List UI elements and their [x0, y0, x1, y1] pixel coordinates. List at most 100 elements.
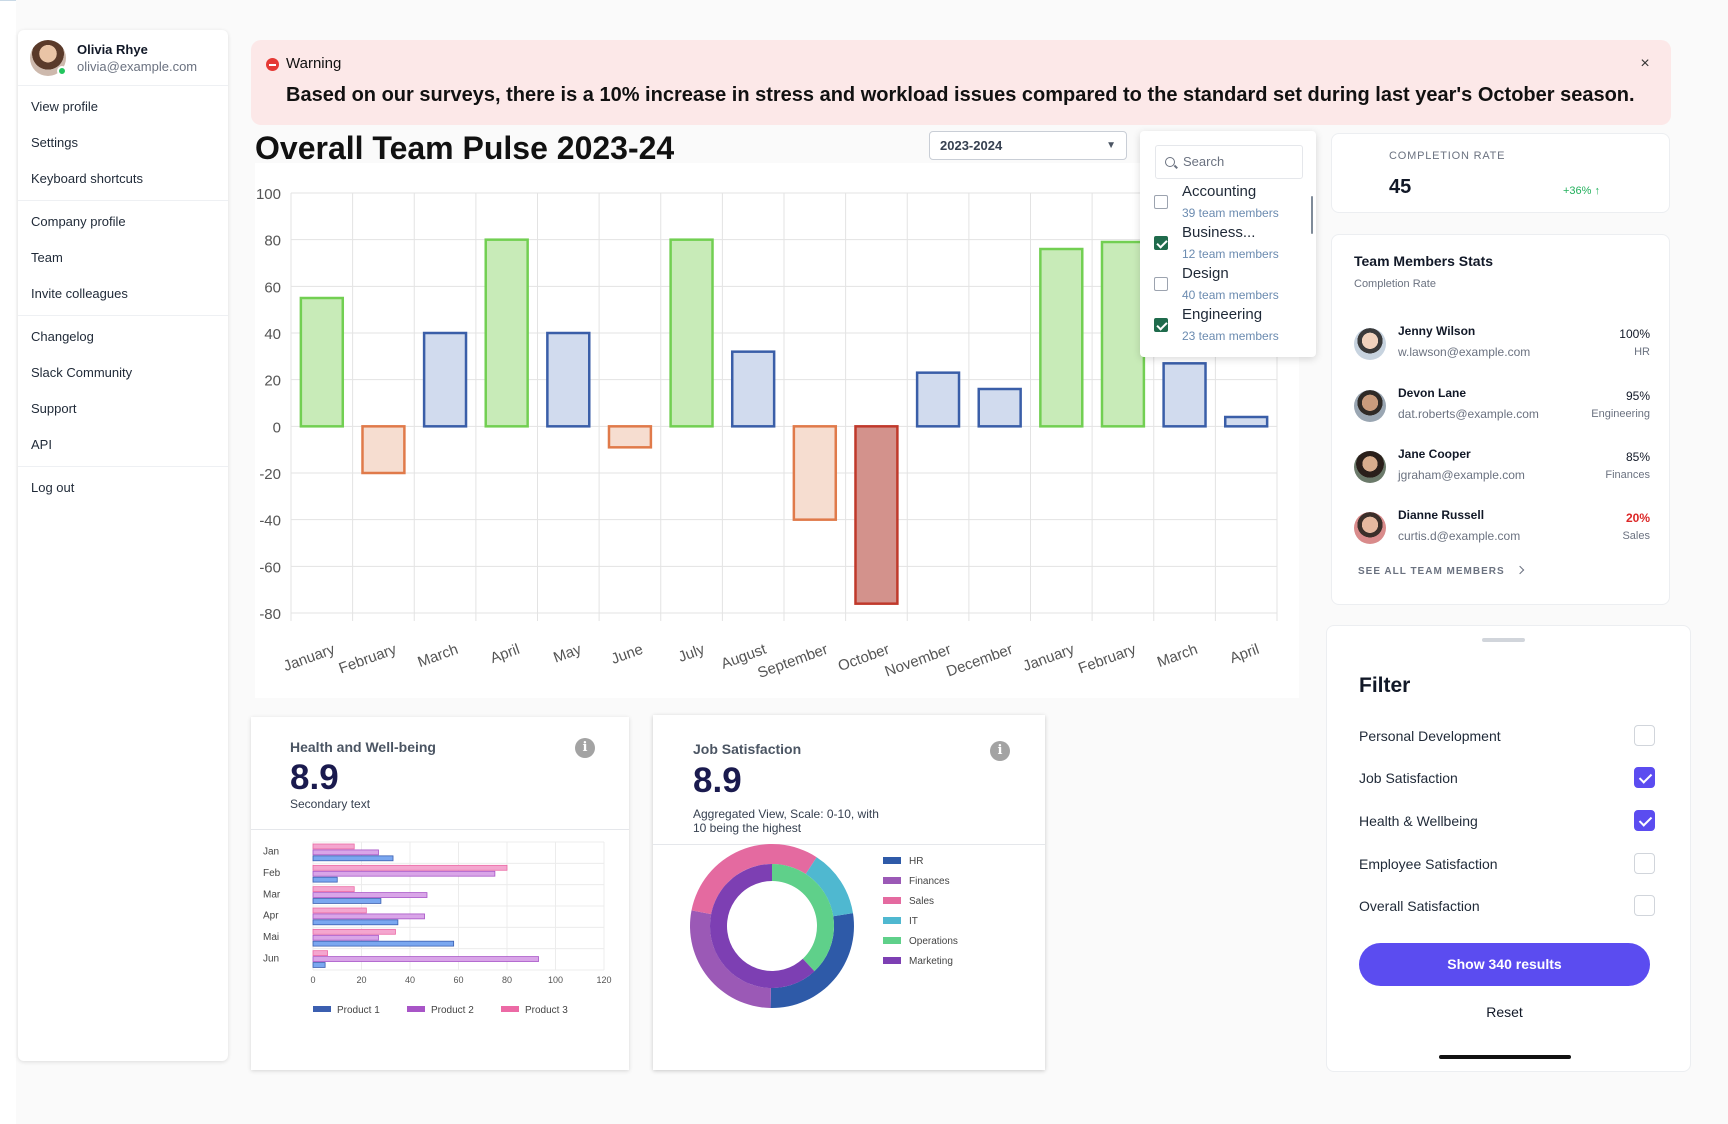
menu-item-keyboard-shortcuts[interactable]: Keyboard shortcuts [31, 171, 144, 186]
team-member-row[interactable]: Jane Cooper jgraham@example.com 85% Fina… [1354, 444, 1650, 492]
department-checkbox[interactable] [1154, 277, 1168, 291]
menu-item-changelog[interactable]: Changelog [31, 329, 94, 344]
bar [915, 371, 961, 428]
year-select[interactable]: 2023-2024 ▼ [929, 131, 1127, 160]
x-tick-label: February [337, 641, 400, 678]
member-completion: 95% [1625, 389, 1650, 403]
y-tick-label: 0 [273, 419, 281, 436]
legend-label: IT [909, 916, 918, 927]
department-option[interactable]: Engineering 23 team members [1154, 306, 1304, 346]
card-title: Health and Well-being [290, 739, 436, 755]
bar [312, 849, 379, 856]
x-tick-label: March [415, 641, 460, 671]
menu-item-api[interactable]: API [31, 437, 52, 452]
legend-swatch [883, 897, 901, 904]
filter-checkbox[interactable] [1634, 725, 1655, 746]
member-name: Jenny Wilson [1398, 324, 1476, 338]
team-member-row[interactable]: Devon Lane dat.roberts@example.com 95% E… [1354, 383, 1650, 431]
x-tick-label: 0 [310, 975, 315, 985]
bar [1039, 247, 1084, 428]
job-satisfaction-donut-chart: HR Finances Sales IT Operations Marketing [690, 844, 958, 1008]
search-icon [1165, 157, 1175, 167]
department-checkbox[interactable] [1154, 318, 1168, 332]
department-search-input[interactable]: Search [1155, 145, 1303, 179]
department-option[interactable]: Business... 12 team members [1154, 224, 1304, 264]
job-satisfaction-card: Job Satisfaction 8.9 Aggregated View, Sc… [653, 715, 1045, 1070]
card-description-line: Aggregated View, Scale: 0-10, with [693, 807, 879, 821]
menu-item-view-profile[interactable]: View profile [31, 99, 98, 114]
menu-item-settings[interactable]: Settings [31, 135, 78, 150]
drag-handle[interactable] [1482, 638, 1525, 642]
member-email: w.lawson@example.com [1398, 345, 1531, 359]
show-results-button[interactable]: Show 340 results [1359, 943, 1650, 986]
bar [730, 350, 776, 428]
x-tick-label: April [488, 641, 522, 667]
team-member-row[interactable]: Dianne Russell curtis.d@example.com 20% … [1354, 505, 1650, 553]
avatar [1354, 390, 1386, 422]
filter-checkbox[interactable] [1634, 895, 1655, 916]
donut-inner-segment [772, 864, 834, 972]
info-icon[interactable]: i [575, 738, 595, 758]
department-option[interactable]: Design 40 team members [1154, 265, 1304, 305]
card-value: 8.9 [290, 758, 339, 797]
completion-rate-delta: +36% ↑ [1563, 185, 1600, 197]
completion-rate-value: 45 [1389, 176, 1412, 198]
close-icon[interactable]: × [1640, 55, 1650, 72]
member-completion: 20% [1625, 511, 1650, 525]
menu-item-company-profile[interactable]: Company profile [31, 214, 126, 229]
filter-option[interactable]: Health & Wellbeing [1359, 810, 1655, 834]
department-checkbox[interactable] [1154, 236, 1168, 250]
department-option[interactable]: Accounting 39 team members [1154, 183, 1304, 223]
department-checkbox[interactable] [1154, 195, 1168, 209]
filter-checkbox[interactable] [1634, 853, 1655, 874]
legend-label: Operations [909, 936, 958, 947]
y-tick-label: 60 [264, 279, 281, 296]
bar [312, 892, 428, 898]
filter-option[interactable]: Job Satisfaction [1359, 767, 1655, 791]
dropdown-scrollbar[interactable] [1311, 196, 1313, 234]
warning-title: Warning [286, 55, 342, 72]
x-tick-label: May [551, 641, 584, 667]
bar [312, 898, 382, 904]
team-members-stats-card: Team Members Stats Completion Rate Jenny… [1331, 234, 1670, 605]
filter-option[interactable]: Overall Satisfaction [1359, 895, 1655, 919]
x-tick-label: 60 [453, 975, 463, 985]
info-icon[interactable]: i [990, 741, 1010, 761]
y-tick-label: 100 [256, 186, 281, 203]
x-tick-label: October [836, 641, 892, 675]
menu-item-team[interactable]: Team [31, 250, 63, 265]
filter-checkbox[interactable] [1634, 810, 1655, 831]
x-tick-label: 80 [502, 975, 512, 985]
bar [546, 331, 591, 428]
filter-panel: Filter Personal Development Job Satisfac… [1326, 625, 1691, 1072]
legend-swatch [501, 1006, 519, 1012]
menu-item-slack-community[interactable]: Slack Community [31, 365, 133, 380]
bar [361, 425, 406, 475]
filter-checkbox[interactable] [1634, 767, 1655, 788]
filter-option[interactable]: Employee Satisfaction [1359, 853, 1655, 877]
bar [854, 425, 899, 605]
legend-swatch [883, 957, 901, 964]
bar [312, 928, 396, 935]
y-tick-label: -40 [259, 513, 281, 530]
card-title: Job Satisfaction [693, 741, 802, 757]
bar [422, 331, 468, 428]
legend-swatch [883, 917, 901, 924]
chevron-right-icon [1515, 565, 1524, 575]
department-member-count: 39 team members [1182, 206, 1279, 220]
legend-label: Product 3 [525, 1005, 568, 1016]
user-profile[interactable]: Olivia Rhye olivia@example.com [18, 30, 228, 86]
reset-button[interactable]: Reset [1486, 1004, 1523, 1020]
menu-item-log-out[interactable]: Log out [31, 480, 75, 495]
team-member-row[interactable]: Jenny Wilson w.lawson@example.com 100% H… [1354, 321, 1650, 369]
menu-group-session: Log out [18, 467, 228, 509]
filter-option[interactable]: Personal Development [1359, 725, 1655, 749]
member-completion: 85% [1625, 450, 1650, 464]
y-tick-label: Jun [263, 953, 279, 964]
menu-item-support[interactable]: Support [31, 401, 77, 416]
see-all-team-members-link[interactable]: SEE ALL TEAM MEMBERS [1358, 565, 1524, 577]
member-completion: 100% [1619, 327, 1650, 341]
menu-item-invite-colleagues[interactable]: Invite colleagues [31, 286, 128, 301]
bar [1100, 240, 1146, 428]
department-name: Business... [1182, 224, 1256, 241]
